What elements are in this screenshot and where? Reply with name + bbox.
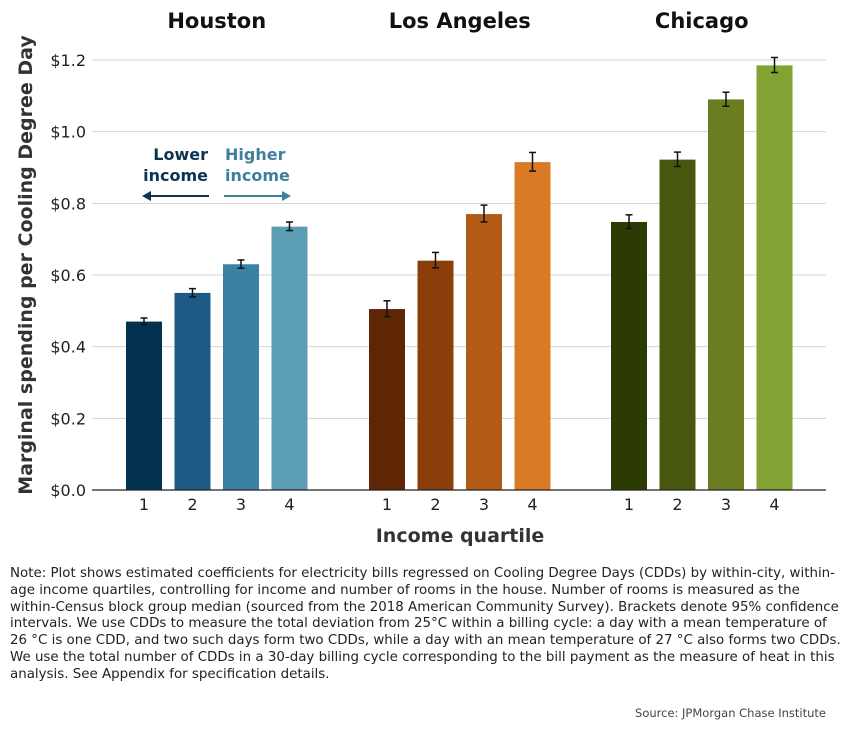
annotation-lower-line1: Lower <box>153 145 208 164</box>
gridlines <box>92 59 826 419</box>
lower-arrow-head <box>142 191 151 201</box>
x-axis-label: Income quartile <box>376 525 545 547</box>
x-axis-ticks: 1 2 3 4 1 2 3 4 1 2 3 4 <box>139 495 780 514</box>
bar <box>417 260 454 490</box>
x-tick-label: 3 <box>721 495 731 514</box>
x-tick-label: 1 <box>139 495 149 514</box>
bar <box>223 264 259 490</box>
y-tick-label: $1.2 <box>50 51 86 70</box>
city-label: Los Angeles <box>389 9 531 33</box>
city-label: Houston <box>167 9 266 33</box>
x-tick-label: 1 <box>624 495 634 514</box>
higher-arrow-head <box>282 191 291 201</box>
bar <box>659 159 696 490</box>
bar <box>514 162 551 490</box>
bar <box>466 214 502 491</box>
source-text: Source: JPMorgan Chase Institute <box>635 706 826 720</box>
y-tick-label: $0.2 <box>50 409 86 428</box>
x-tick-label: 4 <box>769 495 779 514</box>
y-axis-ticks: $0.0 $0.2 $0.4 $0.6 $0.8 $1.0 $1.2 <box>50 51 86 500</box>
bar <box>756 65 793 490</box>
y-tick-label: $0.8 <box>50 194 86 213</box>
x-tick-label: 2 <box>672 495 682 514</box>
bar <box>708 99 744 491</box>
x-tick-label: 2 <box>430 495 440 514</box>
annotation-higher-line2: income <box>225 166 290 185</box>
x-tick-label: 1 <box>382 495 392 514</box>
city-label: Chicago <box>655 9 749 33</box>
bars <box>126 65 793 491</box>
y-tick-label: $0.0 <box>50 481 86 500</box>
y-axis-label: Marginal spending per Cooling Degree Day <box>15 35 37 495</box>
y-tick-label: $1.0 <box>50 123 86 142</box>
y-tick-label: $0.6 <box>50 266 86 285</box>
income-annotation: Lower income Higher income <box>142 145 291 201</box>
x-tick-label: 3 <box>479 495 489 514</box>
footnote: Note: Plot shows estimated coefficients … <box>10 566 841 682</box>
y-tick-label: $0.4 <box>50 338 86 357</box>
annotation-higher-line1: Higher <box>225 145 286 164</box>
x-tick-label: 4 <box>284 495 294 514</box>
bar <box>369 309 405 490</box>
bar <box>126 321 162 490</box>
x-tick-label: 4 <box>527 495 537 514</box>
x-tick-label: 2 <box>187 495 197 514</box>
bar <box>271 226 308 490</box>
x-tick-label: 3 <box>236 495 246 514</box>
chart: $0.0 $0.2 $0.4 $0.6 $0.8 $1.0 $1.2 1 2 3 4 1 2 3 4 1 2 3… <box>15 9 826 547</box>
bar <box>174 292 211 490</box>
annotation-lower-line2: income <box>143 166 208 185</box>
error-bars <box>140 56 778 326</box>
city-labels: Houston Los Angeles Chicago <box>167 9 748 33</box>
bar <box>611 221 647 490</box>
